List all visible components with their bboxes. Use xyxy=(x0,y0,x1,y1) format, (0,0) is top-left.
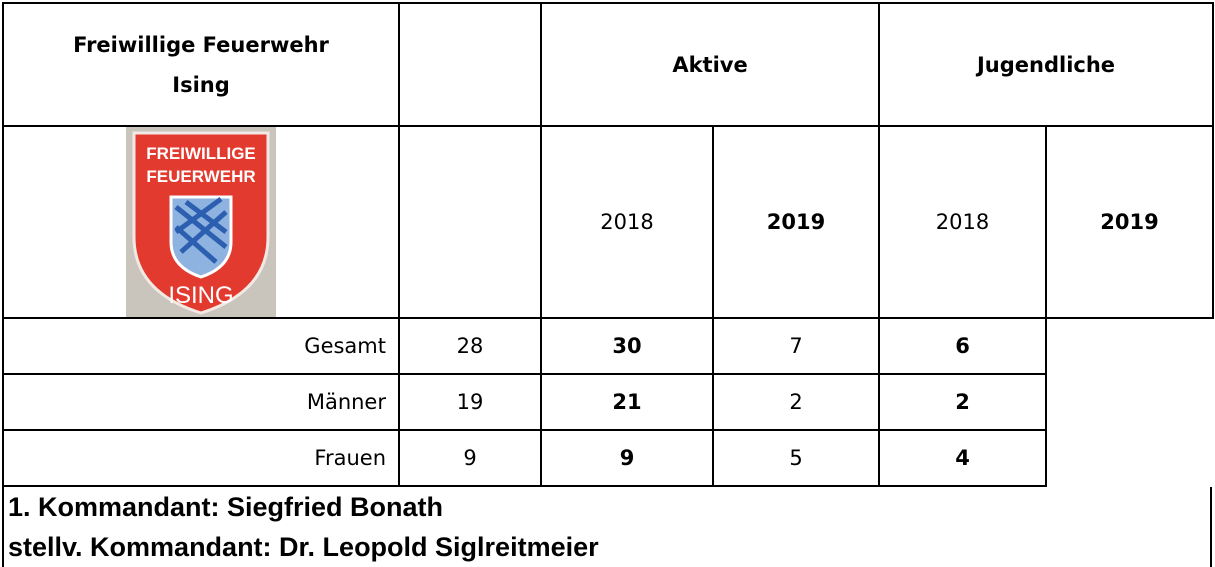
value-cell: 6 xyxy=(879,318,1046,374)
value-cell: 7 xyxy=(713,318,879,374)
logo-text: FREIWILLIGE xyxy=(146,144,256,163)
empty-cell xyxy=(399,3,541,126)
value-cell: 9 xyxy=(541,430,713,486)
value-cell: 2 xyxy=(879,374,1046,430)
year-header: 2018 xyxy=(879,126,1046,318)
row-label: Männer xyxy=(3,374,399,430)
year-header: 2019 xyxy=(1046,126,1213,318)
group-header: Aktive xyxy=(541,3,879,126)
page: Freiwillige FeuerwehrIsing Aktive Jugend… xyxy=(2,2,1212,567)
empty-cell xyxy=(399,126,541,318)
footer-line: 1. Kommandant: Siegfried Bonath xyxy=(8,487,1210,527)
value-cell: 21 xyxy=(541,374,713,430)
value-cell: 19 xyxy=(399,374,541,430)
value-cell: 2 xyxy=(713,374,879,430)
year-header: 2019 xyxy=(713,126,879,318)
row-label: Frauen xyxy=(3,430,399,486)
group-header: Jugendliche xyxy=(879,3,1213,126)
logo-cell: FREIWILLIGE FEUERWEHR ISING xyxy=(3,126,399,318)
footer: 1. Kommandant: Siegfried Bonath stellv. … xyxy=(2,487,1212,567)
logo-text: ISING xyxy=(168,282,233,309)
value-cell: 30 xyxy=(541,318,713,374)
value-cell: 5 xyxy=(713,430,879,486)
row-label: Gesamt xyxy=(3,318,399,374)
logo: FREIWILLIGE FEUERWEHR ISING xyxy=(126,127,276,317)
value-cell: 4 xyxy=(879,430,1046,486)
year-header: 2018 xyxy=(541,126,713,318)
title-line: Freiwillige Feuerwehr xyxy=(4,25,398,65)
title-line: Ising xyxy=(4,65,398,105)
value-cell: 9 xyxy=(399,430,541,486)
value-cell: 28 xyxy=(399,318,541,374)
footer-line: stellv. Kommandant: Dr. Leopold Siglreit… xyxy=(8,527,1210,567)
logo-text: FEUERWEHR xyxy=(146,167,255,186)
